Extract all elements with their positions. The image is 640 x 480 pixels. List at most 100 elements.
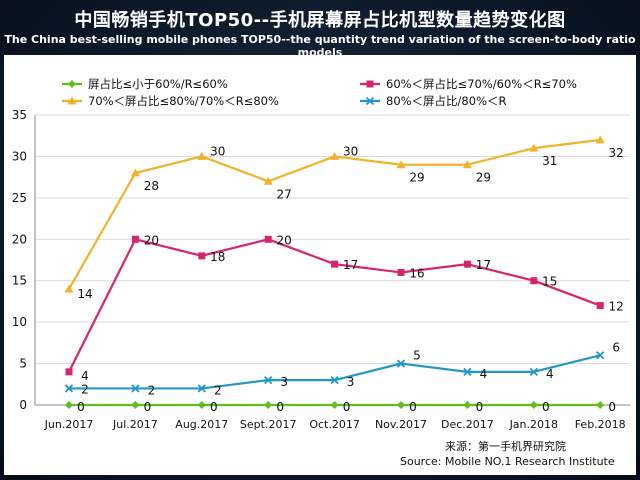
data-point — [463, 401, 472, 409]
data-label: 30 — [210, 144, 225, 158]
data-point — [365, 96, 375, 106]
legend-label: 屏占比≤小于60%/R≤60% — [88, 77, 228, 91]
data-label: 31 — [542, 154, 557, 168]
data-point — [529, 367, 538, 376]
data-label: 28 — [144, 179, 159, 193]
source-cn: 来源：第一手机界研究院 — [445, 439, 566, 453]
data-point — [530, 277, 538, 285]
y-tick-label: 30 — [12, 149, 27, 163]
data-label: 16 — [409, 266, 424, 280]
data-point — [65, 401, 73, 409]
data-label: 18 — [210, 250, 225, 264]
data-label: 4 — [81, 369, 89, 383]
data-point-stroke — [596, 351, 605, 360]
series-3: 14 28 30 27 30 29 29 31 32 — [64, 135, 624, 301]
data-point — [331, 260, 339, 268]
legend-item-2: 60%＜屏占比≤70%/60%＜R≤70% — [360, 77, 577, 91]
x-tick-label: Feb.2018 — [575, 418, 626, 431]
data-label: 4 — [480, 367, 488, 381]
source-en: Source: Mobile NO.1 Research Institute — [400, 455, 615, 468]
data-point — [197, 401, 206, 409]
data-label: 15 — [542, 275, 557, 289]
data-label: 0 — [409, 400, 417, 414]
data-label: 29 — [476, 171, 491, 185]
data-label: 0 — [343, 400, 351, 414]
data-point — [462, 160, 472, 169]
data-point-stroke — [330, 376, 339, 385]
data-label: 3 — [280, 375, 288, 389]
series-line — [68, 238, 601, 373]
data-label: 29 — [409, 171, 424, 185]
x-tick-label: Nov.2017 — [375, 418, 427, 431]
x-tick-label: Oct.2017 — [309, 418, 360, 431]
data-point — [264, 376, 273, 385]
data-label: 3 — [347, 375, 355, 389]
x-tick-label: Jun.2017 — [44, 418, 94, 431]
data-point-stroke — [396, 359, 406, 368]
y-tick-label: 5 — [19, 357, 27, 371]
data-label: 6 — [612, 340, 620, 354]
data-label: 0 — [476, 400, 484, 414]
data-label: 0 — [210, 400, 218, 414]
data-point — [463, 260, 471, 268]
data-point — [330, 151, 340, 160]
x-tick-label: Jan.2018 — [509, 418, 558, 431]
data-label: 4 — [546, 367, 554, 381]
legend: 屏占比≤小于60%/R≤60% 60%＜屏占比≤70%/60%＜R≤70% 70%＜… — [62, 77, 577, 108]
data-point-stroke — [131, 384, 140, 393]
data-point — [68, 80, 76, 88]
legend-label: 70%＜屏占比≤80%/70%＜R≤80% — [88, 94, 279, 108]
data-point — [264, 235, 272, 243]
y-tick-label: 0 — [19, 398, 27, 412]
data-label: 2 — [214, 383, 222, 397]
data-label: 17 — [343, 258, 358, 272]
data-label: 2 — [148, 383, 156, 397]
x-tick-label: Dec.2017 — [441, 418, 494, 431]
data-point — [396, 359, 406, 368]
data-point — [596, 302, 604, 310]
data-point-stroke — [197, 384, 206, 393]
y-tick-label: 10 — [12, 315, 27, 329]
data-point — [67, 96, 77, 105]
series-group: 0 0 0 0 0 0 0 0 0 4 20 18 20 17 16 17 15 12 14 28 30 27 30 29 29… — [64, 135, 624, 414]
series-1: 0 0 0 0 0 0 0 0 0 — [65, 400, 616, 414]
data-label: 5 — [413, 349, 421, 363]
data-point — [64, 284, 74, 293]
data-point — [529, 143, 539, 152]
data-point — [596, 351, 605, 360]
data-point — [65, 368, 73, 376]
data-point — [330, 376, 339, 385]
data-label: 0 — [542, 400, 550, 414]
x-tick-label: Jul.2017 — [112, 418, 158, 431]
data-label: 30 — [343, 144, 358, 158]
x-tick-label: Sept.2017 — [240, 418, 297, 431]
data-point — [263, 176, 273, 185]
x-tick-label: Aug.2017 — [175, 418, 228, 431]
data-point — [197, 151, 207, 160]
y-tick-label: 35 — [12, 108, 27, 122]
data-point-stroke — [64, 384, 74, 393]
data-point — [397, 268, 405, 276]
data-point — [130, 168, 140, 177]
data-label: 0 — [144, 400, 152, 414]
data-point — [131, 384, 140, 393]
data-label: 12 — [609, 300, 624, 314]
data-label: 14 — [77, 287, 92, 301]
legend-label: 60%＜屏占比≤70%/60%＜R≤70% — [386, 77, 577, 91]
data-point — [64, 384, 74, 393]
data-label: 0 — [276, 400, 284, 414]
legend-label: 80%＜屏占比/80%＜R — [386, 94, 507, 108]
y-axis: 0 5 10 15 20 25 30 35 — [12, 108, 36, 412]
data-label: 20 — [144, 233, 159, 247]
data-point-stroke — [463, 367, 472, 376]
data-label: 0 — [77, 400, 85, 414]
data-point — [596, 401, 605, 409]
data-point — [397, 401, 405, 409]
data-label: 17 — [476, 258, 491, 272]
legend-item-4: 80%＜屏占比/80%＜R — [360, 94, 507, 108]
data-point-stroke — [529, 367, 538, 376]
data-label: 32 — [609, 146, 624, 160]
data-point — [330, 401, 339, 409]
data-point-stroke — [264, 376, 273, 385]
data-point-stroke — [365, 96, 375, 106]
